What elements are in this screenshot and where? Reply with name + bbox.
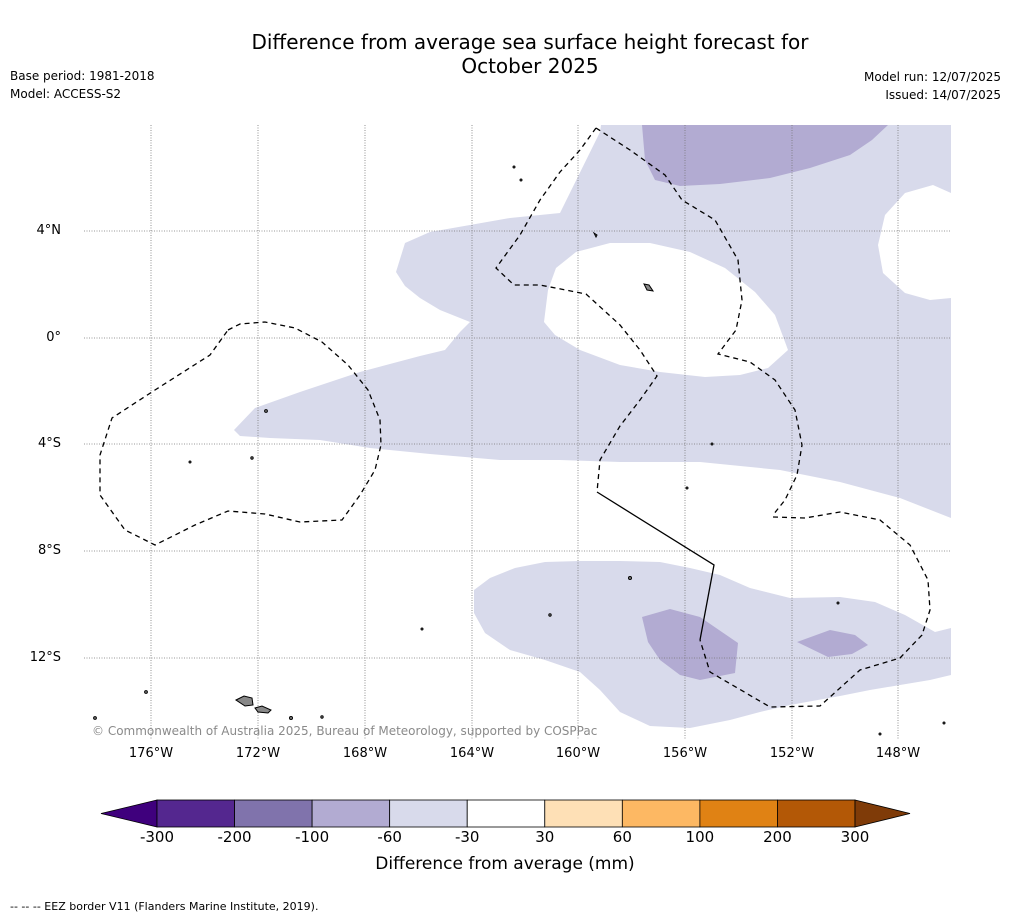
anomaly-region-medium-south-2 — [797, 630, 868, 657]
lat-label-12s: 12°S — [29, 650, 61, 665]
map-panel — [84, 125, 951, 740]
island-samoa-west — [235, 695, 254, 707]
lon-label-148w: 148°W — [875, 746, 921, 761]
lat-label-0: 0° — [46, 330, 61, 345]
lon-label-164w: 164°W — [449, 746, 495, 761]
lat-label-8s: 8°S — [37, 543, 61, 558]
title-line-2: October 2025 — [461, 54, 599, 78]
eez-border-kiribati-phoenix — [99, 321, 382, 546]
colorbar-segment — [234, 799, 313, 828]
lon-label-152w: 152°W — [769, 746, 815, 761]
title-line-1: Difference from average sea surface heig… — [251, 30, 809, 54]
colorbar-tick: 30 — [535, 828, 555, 846]
colorbar-tick: 100 — [685, 828, 715, 846]
near-average-region-central — [544, 243, 788, 377]
colorbar-segment — [544, 799, 623, 828]
base-period: Base period: 1981-2018 — [10, 69, 155, 83]
near-average-region-east — [878, 185, 951, 300]
island-dot-6 — [320, 715, 324, 719]
island-dot-14 — [512, 165, 516, 169]
islands — [93, 165, 946, 736]
colorbar-tick: 200 — [763, 828, 792, 846]
island-dot-4 — [144, 690, 148, 694]
colorbar-tick: 60 — [612, 828, 632, 846]
island-dot-15 — [519, 178, 523, 182]
island-dot-13 — [836, 601, 840, 605]
copyright-notice: © Commonwealth of Australia 2025, Bureau… — [92, 724, 598, 738]
model-name: Model: ACCESS-S2 — [10, 87, 122, 101]
lon-label-168w: 168°W — [342, 746, 388, 761]
colorbar-tick: -100 — [295, 828, 330, 846]
issued-date: Issued: 14/07/2025 — [885, 88, 1001, 102]
anomaly-region-medium-north — [642, 125, 888, 186]
island-samoa-east — [254, 705, 272, 714]
meta-left: Base period: 1981-2018 Model: ACCESS-S2 — [10, 67, 155, 103]
colorbar-segment — [466, 799, 546, 828]
colorbar-tick: 300 — [840, 828, 870, 846]
colorbar-extend-high — [854, 799, 911, 828]
island-dot-12 — [685, 486, 689, 490]
island-dot-8 — [628, 576, 632, 580]
island-dot-2 — [250, 456, 254, 460]
meta-right: Model run: 12/07/2025 Issued: 14/07/2025 — [864, 68, 1001, 104]
lon-label-156w: 156°W — [662, 746, 708, 761]
eez-border-kiribati-line-south — [699, 511, 931, 708]
lon-label-172w: 172°W — [235, 746, 281, 761]
chart-title: Difference from average sea surface heig… — [180, 30, 880, 78]
anomaly-region-medium-south-1 — [642, 609, 738, 680]
colorbar-extend-low — [100, 799, 158, 828]
colorbar-tick: -60 — [377, 828, 402, 846]
eez-footnote: -- -- -- EEZ border V11 (Flanders Marine… — [10, 900, 319, 913]
map-graticule — [84, 125, 951, 740]
eez-border-central — [495, 127, 658, 493]
lat-label-4s: 4°S — [37, 436, 61, 451]
eez-border-kiribati-line-north — [595, 127, 803, 516]
maritime-boundary-solid — [596, 491, 715, 641]
island-dot-17 — [942, 721, 946, 725]
colorbar-segment — [156, 799, 235, 828]
island-dot-11 — [710, 442, 714, 446]
island-dot-16 — [878, 732, 882, 736]
colorbar — [100, 799, 911, 828]
island-dot-1 — [264, 409, 268, 413]
colorbar-segment — [777, 799, 856, 828]
colorbar-label: Difference from average (mm) — [375, 854, 635, 874]
lat-label-4n: 4°N — [36, 223, 62, 238]
model-run: Model run: 12/07/2025 — [863, 70, 1001, 84]
island-atoll-2 — [643, 283, 655, 292]
island-dot-10 — [420, 627, 424, 631]
eez-borders — [99, 127, 931, 708]
colorbar-segment — [699, 799, 778, 828]
colorbar-segment — [621, 799, 701, 828]
island-dot-9 — [548, 613, 552, 617]
lon-label-176w: 176°W — [128, 746, 174, 761]
island-atoll-1 — [592, 231, 598, 239]
colorbar-segment — [311, 799, 391, 828]
island-dot-7 — [93, 716, 97, 720]
colorbar-tick: -30 — [454, 828, 480, 846]
island-dot-3 — [188, 460, 192, 464]
colorbar-tick: -300 — [139, 828, 175, 846]
colorbar-tick: -200 — [217, 828, 252, 846]
lon-label-160w: 160°W — [555, 746, 601, 761]
colorbar-segment — [389, 799, 468, 828]
island-dot-5 — [289, 716, 293, 720]
